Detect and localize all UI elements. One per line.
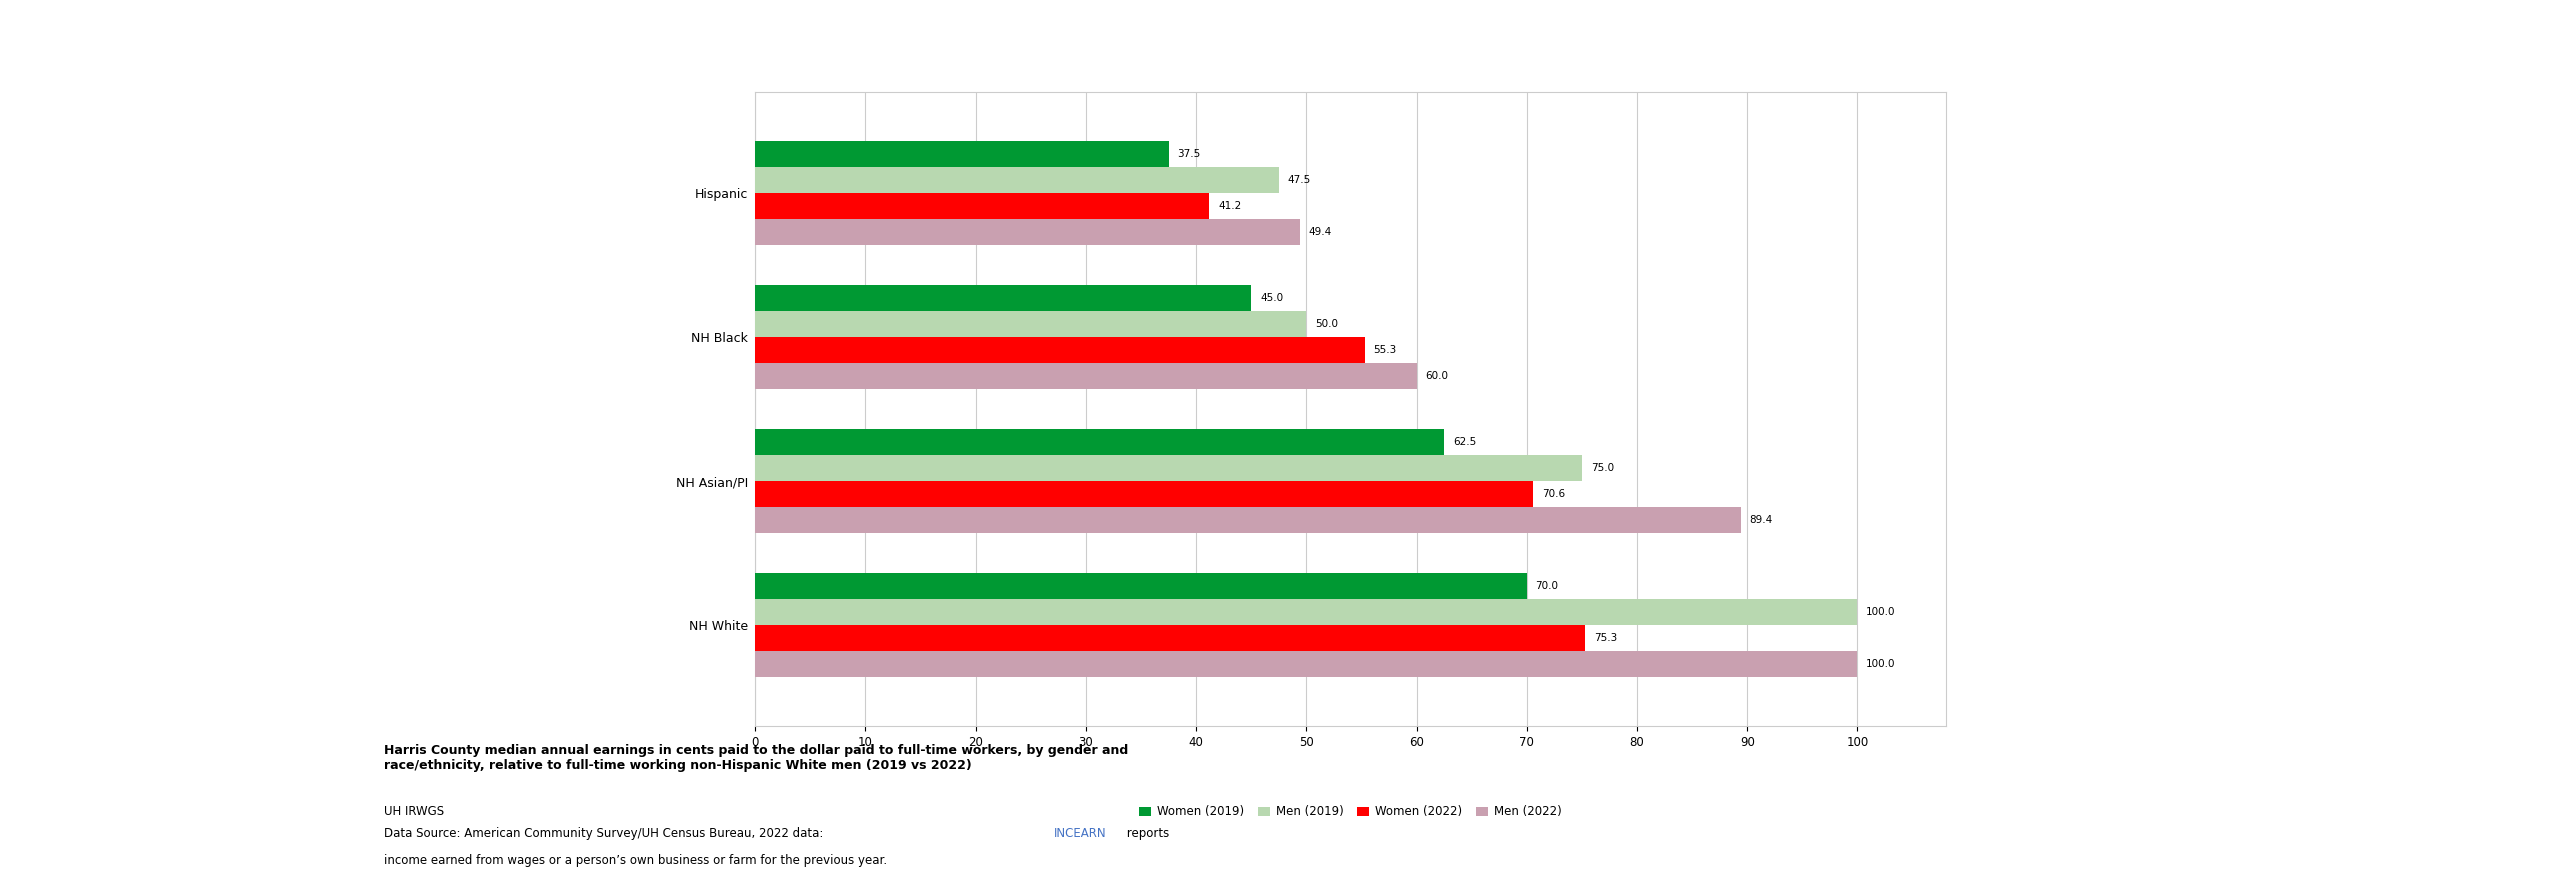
Bar bbox=[755, 651, 1859, 677]
Text: 37.5: 37.5 bbox=[1178, 150, 1201, 159]
Text: 47.5: 47.5 bbox=[1288, 175, 1311, 185]
Text: 41.2: 41.2 bbox=[1219, 202, 1242, 211]
Bar bbox=[755, 194, 1208, 219]
Bar bbox=[755, 574, 1526, 599]
Text: income earned from wages or a person’s own business or farm for the previous yea: income earned from wages or a person’s o… bbox=[384, 854, 888, 867]
Text: 100.0: 100.0 bbox=[1866, 659, 1897, 669]
Text: 89.4: 89.4 bbox=[1748, 515, 1772, 525]
Bar bbox=[755, 599, 1859, 625]
Text: 60.0: 60.0 bbox=[1426, 371, 1449, 381]
Text: 75.0: 75.0 bbox=[1590, 463, 1613, 473]
Text: 49.4: 49.4 bbox=[1308, 227, 1331, 237]
Text: 50.0: 50.0 bbox=[1316, 319, 1339, 329]
Text: 75.3: 75.3 bbox=[1595, 634, 1618, 643]
Text: 70.0: 70.0 bbox=[1536, 582, 1559, 591]
Bar bbox=[755, 337, 1364, 363]
Bar bbox=[755, 363, 1416, 389]
Legend: Women (2019), Men (2019), Women (2022), Men (2022): Women (2019), Men (2019), Women (2022), … bbox=[1139, 805, 1562, 818]
Text: 100.0: 100.0 bbox=[1866, 607, 1897, 617]
Text: INCEARN: INCEARN bbox=[1055, 827, 1106, 840]
Bar bbox=[755, 285, 1252, 312]
Text: Harris County median annual earnings in cents paid to the dollar paid to full-ti: Harris County median annual earnings in … bbox=[384, 744, 1129, 772]
Bar bbox=[755, 455, 1582, 481]
Bar bbox=[755, 219, 1300, 245]
Bar bbox=[755, 312, 1306, 337]
Text: UH IRWGS: UH IRWGS bbox=[384, 805, 443, 818]
Bar bbox=[755, 625, 1585, 651]
Text: Data Source: American Community Survey/UH Census Bureau, 2022 data:: Data Source: American Community Survey/U… bbox=[384, 827, 827, 840]
Text: reports: reports bbox=[1124, 827, 1170, 840]
Bar bbox=[755, 167, 1280, 194]
Bar bbox=[755, 429, 1444, 455]
Bar bbox=[755, 142, 1167, 167]
Text: 45.0: 45.0 bbox=[1260, 293, 1283, 304]
Text: 70.6: 70.6 bbox=[1541, 489, 1564, 499]
Bar bbox=[755, 507, 1741, 533]
Bar bbox=[755, 481, 1533, 507]
Text: 55.3: 55.3 bbox=[1375, 345, 1398, 356]
Text: 62.5: 62.5 bbox=[1454, 437, 1477, 447]
